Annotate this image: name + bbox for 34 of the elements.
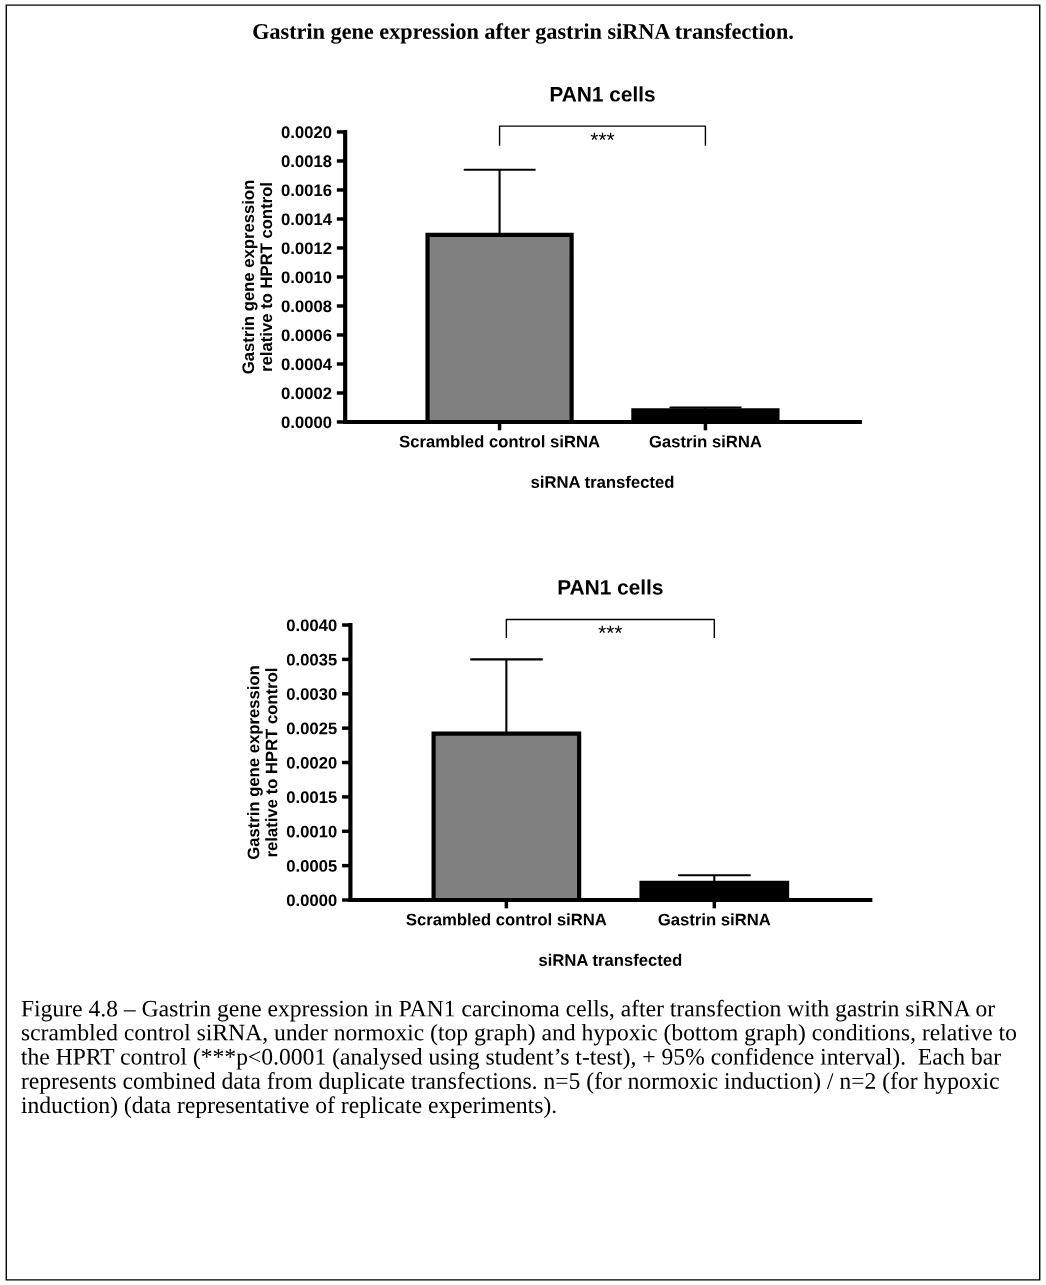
text: Gastrin gene expression after gastrin siRNA transfection. — [253, 23, 793, 44]
y-tick-label: 0.0012 — [281, 242, 332, 255]
y-tick-label: 0.0020 — [286, 756, 337, 769]
y-tick-label: 0.0002 — [281, 387, 332, 400]
y-axis-title: Gastrin gene expression relative to HPRT control — [241, 180, 273, 374]
y-tick-label: 0.0040 — [286, 619, 337, 632]
y-tick-label: 0.0016 — [281, 184, 332, 197]
y-tick-label: 0.0020 — [281, 126, 332, 139]
y-tick-label: 0.0035 — [286, 653, 337, 666]
y-tick-label: 0.0030 — [286, 688, 337, 700]
y-tick-label: 0.0010 — [286, 825, 337, 838]
y-tick-label: 0.0010 — [281, 271, 332, 284]
caption: Figure 4.8 – Gastrin gene expression in PAN1 carcinoma cells, after transfection with gastrin siRNA or scrambled control siRNA, under normoxic (top graph) and hypoxic (bottom graph) conditions, relative to the HPRT control (***p<0.0001 (analysed using student’s t-test), + 95% confidence interval). Each bar represents combined data from duplicate transfections. n=5 (for normoxic induction) / n=2 (for hypoxic induction) (data representative of replicate experiments). — [21, 999, 1017, 1118]
y-tick-label: 0.0000 — [281, 416, 332, 429]
x-tick-label: Scrambled control siRNA — [406, 913, 607, 926]
y-axis-title: Gastrin gene expression relative to HPRT control — [247, 666, 278, 860]
y-tick-label: 0.0025 — [286, 722, 337, 735]
y-tick-label: 0.0004 — [281, 358, 332, 371]
y-tick-label: 0.0008 — [281, 300, 332, 313]
y-tick-label: 0.0000 — [286, 894, 337, 907]
y-tick-label: 0.0018 — [281, 155, 332, 168]
x-axis-title: siRNA transfected — [539, 953, 682, 966]
y-tick-label: 0.0006 — [281, 329, 332, 342]
annotation: *** — [598, 625, 623, 634]
x-tick-label: Scrambled control siRNA — [399, 435, 600, 448]
y-tick-label: 0.0014 — [281, 213, 332, 226]
chart-title: PAN1 cells — [558, 579, 663, 595]
x-tick-label: Gastrin siRNA — [658, 913, 771, 926]
annotation: *** — [590, 132, 615, 141]
x-axis-title: siRNA transfected — [531, 475, 674, 488]
y-tick-label: 0.0005 — [286, 860, 337, 872]
x-tick-label: Gastrin siRNA — [649, 435, 762, 448]
chart-title: PAN1 cells — [550, 86, 655, 102]
y-tick-label: 0.0015 — [286, 791, 337, 804]
